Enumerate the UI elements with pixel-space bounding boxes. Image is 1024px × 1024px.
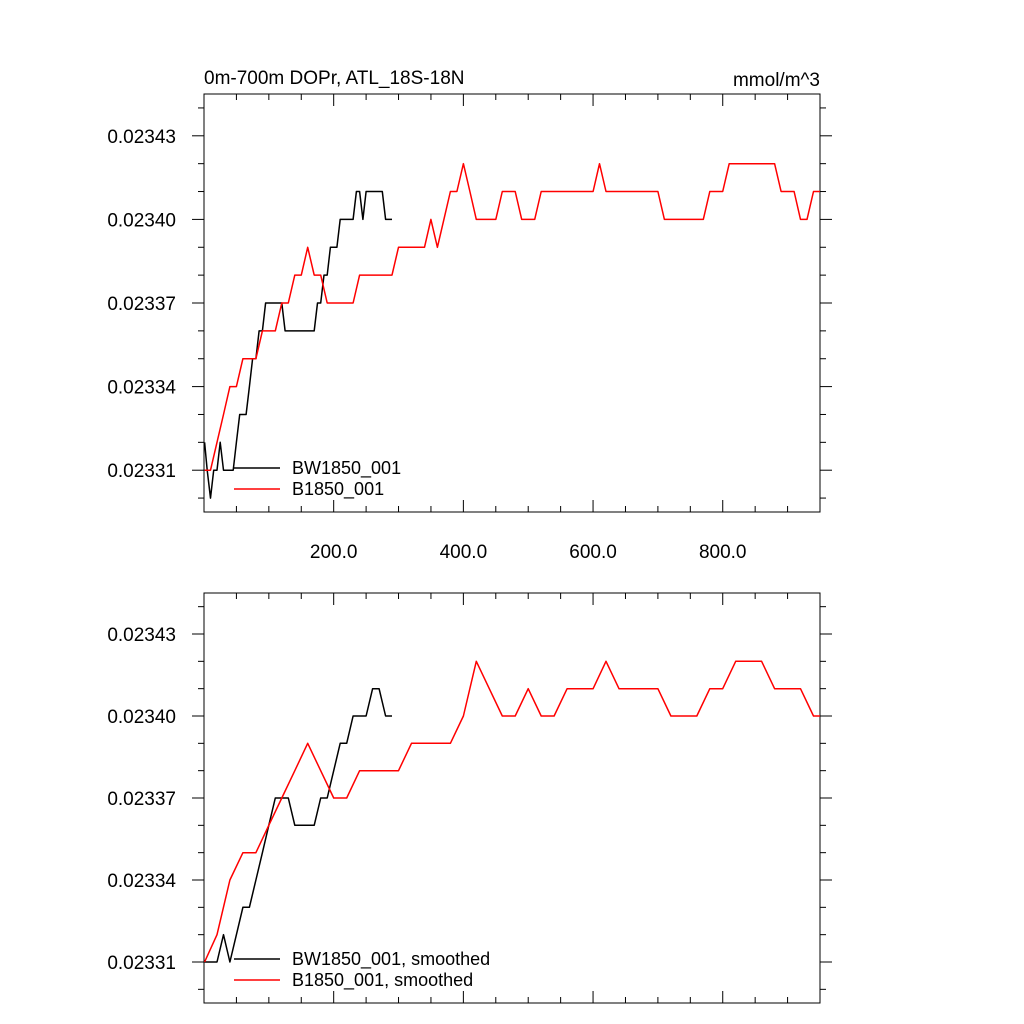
plot-frame <box>203 93 821 513</box>
x-tick-label: 800.0 <box>699 542 747 563</box>
legend-label: B1850_001, smoothed <box>292 970 473 991</box>
y-tick-label: 0.02340 <box>107 210 176 231</box>
series-line <box>204 687 392 963</box>
y-tick-label: 0.02340 <box>107 707 176 728</box>
y-tick-label: 0.02337 <box>107 294 176 315</box>
bottom-panel: 0.02331 0.02334 0.02337 0.02340 0.02343 BW185… <box>107 592 832 1004</box>
series-line <box>204 162 820 471</box>
x-tick-label: 600.0 <box>569 542 617 563</box>
y-tick-label: 0.02331 <box>107 953 176 974</box>
y-tick-label: 0.02343 <box>107 127 176 148</box>
legend-label: BW1850_001 <box>292 458 401 479</box>
units-label: mmol/m^3 <box>733 70 820 91</box>
y-tick-label: 0.02334 <box>107 378 176 399</box>
y-tick-label: 0.02337 <box>107 789 176 810</box>
legend-label: B1850_001 <box>292 479 384 500</box>
x-tick-label: 200.0 <box>310 542 358 563</box>
y-tick-label: 0.02334 <box>107 871 176 892</box>
series-line <box>204 660 820 963</box>
y-tick-label: 0.02343 <box>107 625 176 646</box>
x-tick-label: 400.0 <box>440 542 488 563</box>
plot-frame <box>203 592 821 1004</box>
legend-label: BW1850_001, smoothed <box>292 949 490 970</box>
chart-title: 0m-700m DOPr, ATL_18S-18N <box>204 68 464 89</box>
series-line <box>204 190 392 499</box>
top-panel: 200.0 400.0 600.0 800.0 0.02331 0.02334 0.0233… <box>107 93 832 563</box>
y-tick-label: 0.02331 <box>107 461 176 482</box>
